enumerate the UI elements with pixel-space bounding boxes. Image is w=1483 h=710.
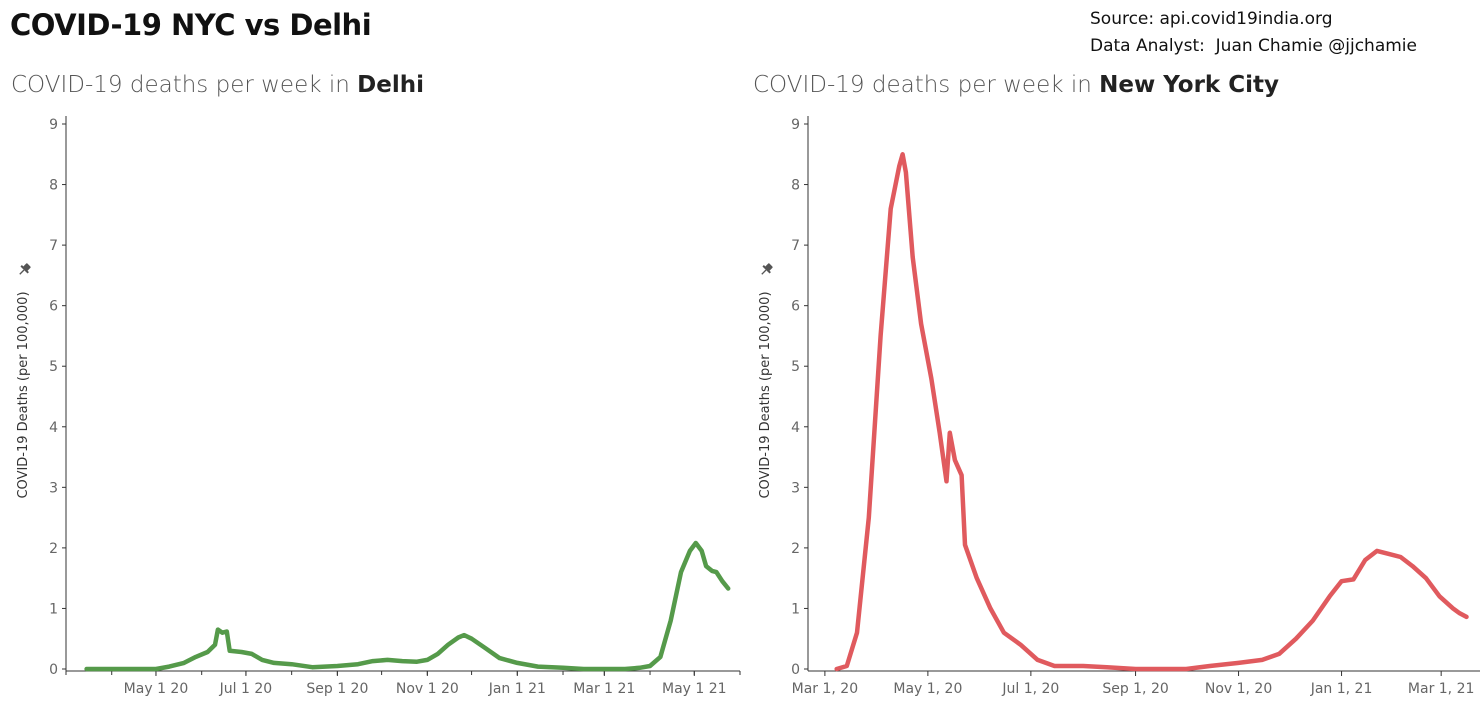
nyc-title-place: New York City xyxy=(1099,72,1279,98)
delhi-deaths-line[interactable] xyxy=(84,540,731,672)
delhi-x-tick-label: Sep 1 20 xyxy=(306,681,368,697)
pin-icon[interactable] xyxy=(16,262,32,278)
delhi-title-prefix: COVID-19 deaths per week in xyxy=(11,72,358,98)
delhi-y-tick-label: 3 xyxy=(49,480,58,496)
delhi-x-tick-label: Mar 1 21 xyxy=(573,681,635,697)
source-credit: Source: api.covid19india.org Data Analys… xyxy=(1090,6,1417,60)
delhi-y-tick-label: 2 xyxy=(49,541,58,557)
delhi-y-tick-label: 9 xyxy=(49,117,58,133)
delhi-title-place: Delhi xyxy=(357,72,424,98)
page-title: COVID-19 NYC vs Delhi xyxy=(10,8,372,42)
source-line: Source: api.covid19india.org xyxy=(1090,9,1333,29)
delhi-x-tick-label: Nov 1 20 xyxy=(396,681,459,697)
delhi-y-tick-label: 5 xyxy=(49,359,58,375)
delhi-y-tick-label: 6 xyxy=(49,299,58,315)
nyc-panel-title: COVID-19 deaths per week in New York Cit… xyxy=(753,72,1279,98)
delhi-y-tick-label: 0 xyxy=(49,662,58,678)
delhi-y-tick-label: 8 xyxy=(49,178,58,194)
delhi-x-tick-label: May 1 20 xyxy=(124,681,189,697)
delhi-y-tick-label: 1 xyxy=(49,601,58,617)
delhi-x-tick-label: Jan 1 21 xyxy=(488,681,546,697)
delhi-panel-title: COVID-19 deaths per week in Delhi xyxy=(11,72,424,98)
delhi-x-tick-label: May 1 21 xyxy=(662,681,727,697)
delhi-x-tick-label: Jul 1 20 xyxy=(219,681,273,697)
nyc-title-prefix: COVID-19 deaths per week in xyxy=(753,72,1100,98)
delhi-y-tick-label: 4 xyxy=(49,420,58,436)
delhi-y-tick-label: 7 xyxy=(49,238,58,254)
delhi-y-axis-title: COVID-19 Deaths (per 100,000) xyxy=(16,291,31,498)
analyst-line: Data Analyst: Juan Chamie @jjchamie xyxy=(1090,36,1417,56)
